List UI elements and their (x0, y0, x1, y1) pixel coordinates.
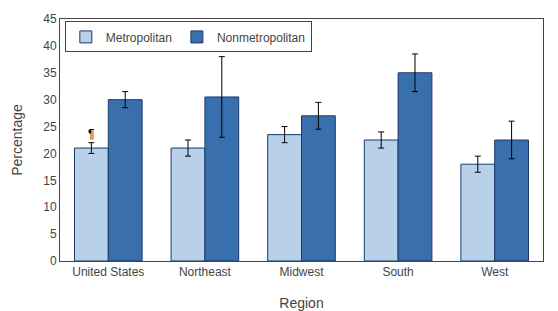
svg-text:United States: United States (72, 265, 144, 279)
svg-text:Northeast: Northeast (179, 265, 232, 279)
svg-text:35: 35 (43, 66, 57, 80)
svg-text:Midwest: Midwest (279, 265, 324, 279)
svg-text:45: 45 (43, 12, 57, 26)
svg-text:West: West (481, 265, 509, 279)
svg-text:¶: ¶ (88, 127, 94, 141)
svg-text:Percentage: Percentage (9, 104, 25, 176)
svg-text:0: 0 (50, 254, 57, 268)
svg-text:Metropolitan: Metropolitan (106, 31, 172, 45)
svg-text:40: 40 (43, 39, 57, 53)
svg-text:25: 25 (43, 120, 57, 134)
svg-text:30: 30 (43, 93, 57, 107)
svg-text:5: 5 (50, 227, 57, 241)
svg-text:15: 15 (43, 174, 57, 188)
svg-text:20: 20 (43, 147, 57, 161)
svg-text:South: South (382, 265, 413, 279)
svg-text:10: 10 (43, 200, 57, 214)
svg-text:Region: Region (279, 295, 323, 311)
svg-text:Nonmetropolitan: Nonmetropolitan (217, 31, 305, 45)
